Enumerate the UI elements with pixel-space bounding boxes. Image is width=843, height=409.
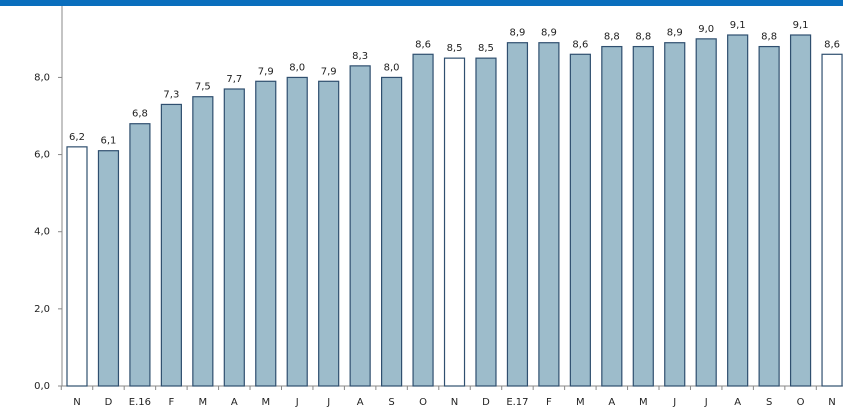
value-label: 9,1 [730,20,746,31]
bar [255,80,277,387]
x-tick-label: M [261,397,270,408]
value-label: 6,8 [132,109,148,120]
value-label: 8,6 [824,39,840,50]
value-label: 8,6 [572,39,588,50]
bar [506,42,529,387]
value-label: 9,1 [793,20,809,31]
x-tick-label: A [357,397,364,408]
bar [443,57,466,387]
value-label: 8,9 [541,28,557,39]
bar [129,123,151,387]
x-tick-label: N [828,397,835,408]
x-tick-label: F [546,397,552,408]
x-tick-label: J [672,397,676,408]
x-tick-label: S [388,397,394,408]
bar [223,88,245,387]
bar [727,34,749,387]
bar [349,65,371,387]
bar [160,103,182,387]
x-tick-label: E.17 [506,397,528,408]
value-label: 8,5 [478,43,494,54]
value-label: 7,7 [226,74,242,85]
x-tick-label: A [608,397,615,408]
y-tick-label: 2,0 [34,304,50,315]
x-tick-label: O [797,397,805,408]
bar [789,34,812,387]
bar [538,42,560,387]
bar [381,76,403,387]
x-tick-label: J [704,397,708,408]
bar [569,53,591,387]
value-label: 6,2 [69,132,85,143]
value-label: 8,3 [352,51,368,62]
bar [192,96,214,387]
value-label: 8,0 [384,62,400,73]
x-tick-label: E.16 [129,397,151,408]
y-tick-label: 8,0 [34,72,50,83]
value-label: 7,3 [163,89,179,100]
x-tick-label: D [482,397,490,408]
y-tick-label: 4,0 [34,227,50,238]
value-label: 9,0 [698,24,714,35]
bar [758,45,780,387]
value-label: 8,6 [415,39,431,50]
value-label: 8,8 [604,32,620,43]
bar [632,45,654,387]
bar [601,45,623,387]
value-label: 8,9 [509,28,525,39]
x-tick-label: F [168,397,174,408]
bar [695,38,717,387]
value-label: 8,5 [447,43,463,54]
value-label: 8,0 [289,62,305,73]
value-label: 8,8 [635,32,651,43]
bar [97,150,120,387]
x-tick-label: J [295,397,299,408]
x-tick-label: M [576,397,585,408]
bar [318,80,340,387]
value-label: 8,8 [761,32,777,43]
value-label: 8,9 [667,28,683,39]
value-label: 6,1 [101,136,117,147]
value-label: 7,5 [195,82,211,93]
x-tick-label: A [231,397,238,408]
x-tick-label: M [199,397,208,408]
x-tick-label: J [326,397,330,408]
y-tick-label: 0,0 [34,381,50,392]
bar [66,146,88,387]
y-tick-label: 6,0 [34,150,50,161]
bar [286,76,308,387]
header-band [0,0,843,6]
x-tick-label: A [734,397,741,408]
x-tick-label: M [639,397,648,408]
x-tick-label: N [451,397,458,408]
x-tick-label: N [73,397,80,408]
x-tick-label: S [766,397,772,408]
value-label: 7,9 [258,66,274,77]
x-tick-label: D [105,397,113,408]
value-label: 7,9 [321,66,337,77]
x-tick-label: O [419,397,427,408]
bar [412,53,434,387]
bar [664,42,686,387]
bar [821,53,843,387]
bar [475,57,497,387]
